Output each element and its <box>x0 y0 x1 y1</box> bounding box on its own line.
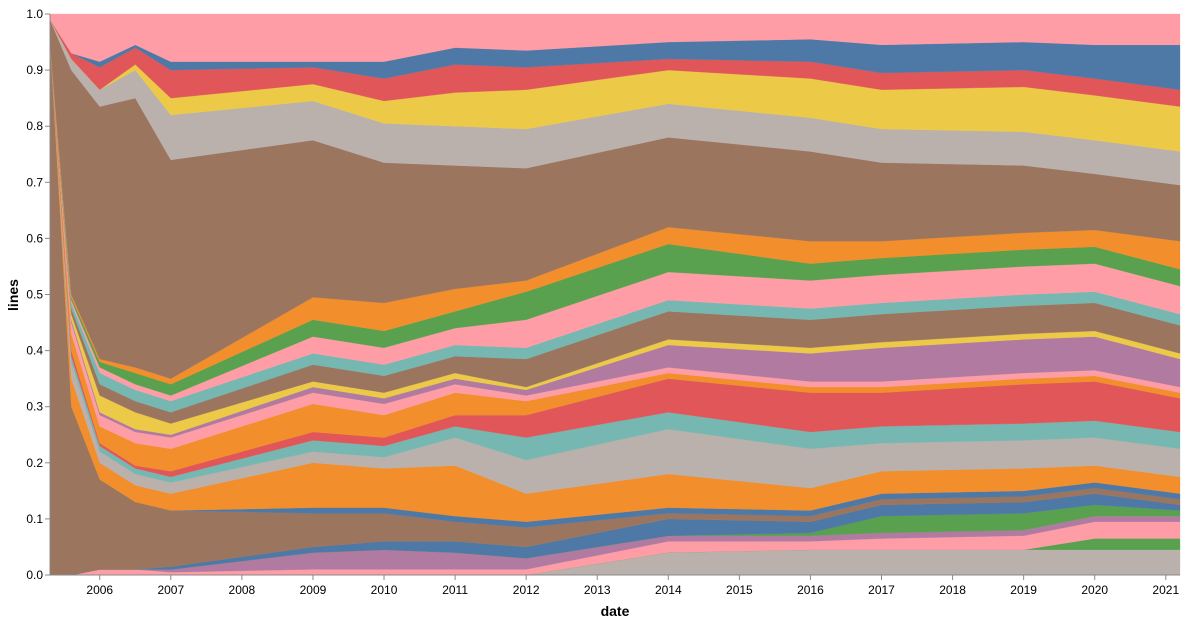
x-tick-label: 2009 <box>300 583 327 597</box>
x-tick-label: 2018 <box>939 583 966 597</box>
x-tick-label: 2014 <box>655 583 682 597</box>
y-axis-title: lines <box>5 279 21 311</box>
x-tick-label: 2011 <box>442 583 468 597</box>
x-tick-label: 2007 <box>157 583 184 597</box>
y-tick-label: 0.3 <box>26 400 43 414</box>
x-tick-label: 2006 <box>86 583 113 597</box>
x-tick-label: 2017 <box>868 583 895 597</box>
x-tick-label: 2015 <box>726 583 753 597</box>
area-layer <box>49 13 1181 62</box>
axes: 0.0 0.1 0.2 0.3 0.4 0.5 0.6 0.7 0.8 0.9 1.0 2006 200… <box>26 7 1180 597</box>
x-tick-label: 2008 <box>229 583 256 597</box>
y-tick-label: 0.2 <box>26 456 43 470</box>
x-tick-label: 2020 <box>1081 583 1108 597</box>
y-tick-label: 0.5 <box>26 288 43 302</box>
y-tick-label: 0.1 <box>26 512 43 526</box>
y-tick-label: 0.4 <box>26 344 43 358</box>
x-tick-label: 2016 <box>797 583 824 597</box>
x-axis-title: date <box>601 603 630 619</box>
x-tick-label: 2019 <box>1010 583 1037 597</box>
y-tick-label: 1.0 <box>26 7 43 21</box>
x-tick-label: 2013 <box>584 583 611 597</box>
y-tick-label: 0.7 <box>26 175 43 189</box>
x-tick-label: 2021 <box>1152 583 1179 597</box>
y-tick-label: 0.8 <box>26 119 43 133</box>
y-tick-label: 0.9 <box>26 63 43 77</box>
plot-area <box>49 13 1181 576</box>
y-tick-label: 0.6 <box>26 231 43 245</box>
x-tick-label: 2012 <box>513 583 540 597</box>
y-tick-label: 0.0 <box>26 568 43 582</box>
x-tick-label: 2010 <box>371 583 398 597</box>
